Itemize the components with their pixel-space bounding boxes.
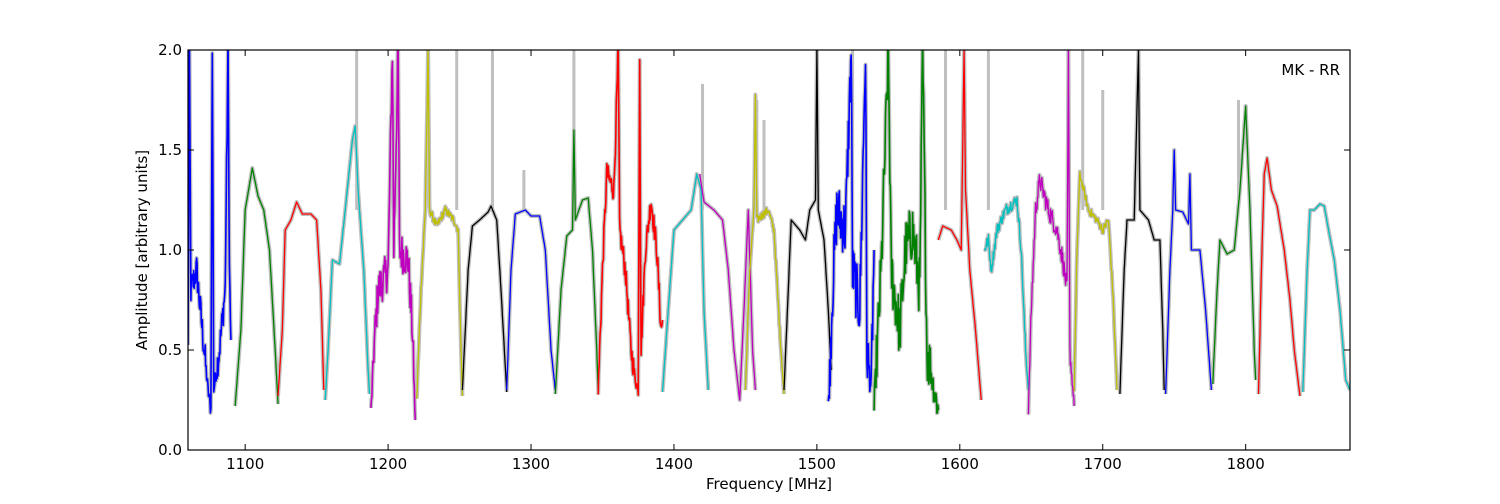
plot-annotation: MK - RR	[1281, 61, 1340, 79]
x-tick-label: 1400	[655, 455, 693, 473]
series-line-0	[188, 50, 232, 414]
x-tick-label: 1600	[941, 455, 979, 473]
series-line-23	[1257, 157, 1301, 397]
series-line-8	[554, 129, 599, 395]
series-line-5	[416, 50, 464, 399]
envelope-line-8	[553, 128, 601, 395]
series-line-2	[277, 201, 325, 397]
series-line-11	[699, 173, 757, 401]
series-line-19	[1073, 170, 1118, 392]
series-line-10	[661, 173, 709, 393]
series-line-14	[827, 54, 875, 402]
series-line-1	[234, 167, 279, 407]
series-line-24	[1302, 203, 1350, 393]
y-tick-label: 1.5	[158, 141, 182, 159]
envelope-line-21	[1163, 148, 1214, 395]
series-line-20	[1119, 50, 1165, 395]
x-tick-label: 1700	[1084, 455, 1122, 473]
x-tick-label: 1100	[226, 455, 264, 473]
series-line-18	[1027, 50, 1075, 415]
series-line-21	[1164, 149, 1213, 395]
envelope-line-17	[982, 195, 1031, 391]
x-tick-label: 1200	[369, 455, 407, 473]
series-line-17	[983, 196, 1030, 391]
envelope-line-23	[1256, 156, 1302, 397]
x-axis: 1100 1200 1300 1400 1500 1600 1700 1800	[226, 50, 1265, 473]
y-tick-label: 0.5	[158, 341, 182, 359]
y-axis-label: Amplitude [arbitrary units]	[133, 150, 151, 350]
series-line-7	[506, 209, 556, 391]
x-tick-label: 1500	[798, 455, 836, 473]
x-tick-label: 1300	[512, 455, 550, 473]
envelope-line-6	[460, 204, 509, 393]
envelope-line-0	[188, 50, 233, 415]
y-tick-label: 1.0	[158, 241, 182, 259]
series-line-12	[744, 93, 785, 395]
x-axis-label: Frequency [MHz]	[706, 475, 832, 493]
series-line-15	[873, 50, 940, 414]
x-tick-label: 1800	[1227, 455, 1265, 473]
series-line-4	[370, 50, 417, 421]
rfi-envelope	[188, 50, 1350, 421]
series-line-22	[1212, 105, 1257, 385]
envelope-line-24	[1300, 202, 1350, 393]
series-line-16	[937, 50, 982, 401]
series-lines	[188, 50, 1350, 421]
y-axis: 0.0 0.5 1.0 1.5 2.0	[158, 41, 1350, 459]
series-line-9	[597, 50, 664, 396]
series-line-13	[783, 50, 832, 391]
y-tick-label: 2.0	[158, 41, 182, 59]
y-tick-label: 0.0	[158, 441, 182, 459]
envelope-line-19	[1072, 169, 1119, 392]
series-line-6	[461, 205, 508, 393]
series-line-3	[324, 125, 371, 401]
